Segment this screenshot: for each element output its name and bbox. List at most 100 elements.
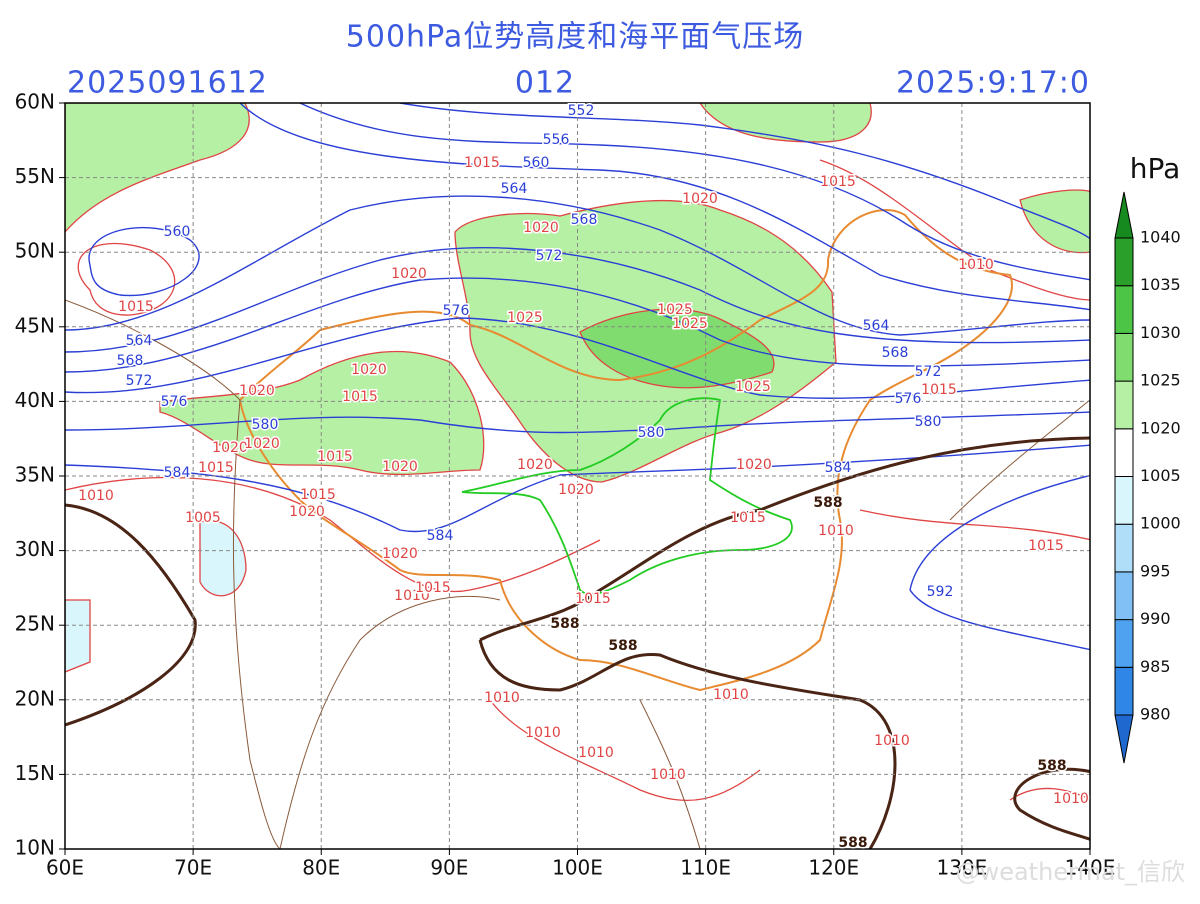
height-label: 564 [501,181,528,197]
pressure-label: 1010 [394,588,430,604]
pressure-label: 1015 [1028,538,1064,554]
pressure-label: 1025 [672,316,708,332]
x-tick-label: 130E [936,856,987,880]
colorbar-extend [1114,714,1134,764]
pressure-label: 1015 [198,460,234,476]
pressure-label: 1010 [525,725,561,741]
y-tick-label: 60N [15,90,55,114]
colorbar-extend [1114,191,1134,239]
pressure-label: 1015 [300,487,336,503]
pressure-label: 1020 [391,266,427,282]
colorbar-label: 1035 [1140,275,1181,294]
ridge-label: 588 [550,616,579,632]
y-tick-label: 20N [15,686,55,710]
ridge-588 [65,436,1090,849]
pressure-label: 1015 [317,449,353,465]
low-area [65,599,91,673]
pressure-label: 1020 [736,457,772,473]
pressure-label: 1025 [507,310,543,326]
borders [65,209,1090,849]
y-tick-label: 25N [15,612,55,636]
height-contour [88,227,200,297]
pressure-label: 1010 [958,257,994,273]
y-tick-label: 45N [15,313,55,337]
isobar [859,509,1090,541]
isobar [489,699,761,802]
pressure-label: 1010 [78,488,114,504]
pressure-label: 1010 [650,767,686,783]
height-contour [239,103,1090,311]
x-tick-label: 120E [808,856,859,880]
ridge-contour [1013,767,1090,841]
isobar [77,242,176,316]
colorbar-label: 990 [1140,609,1171,628]
colorbar-label: 1000 [1140,514,1181,533]
pressure-label: 1020 [239,383,275,399]
height-label: 572 [915,364,942,380]
colorbar-segment [1114,571,1134,621]
china-border [238,209,1013,692]
map-layers [65,103,1090,849]
ridge-contour [65,503,197,727]
colorbar-segment [1114,332,1134,382]
height-label: 572 [536,248,563,264]
y-tick-label: 10N [15,836,55,860]
height-contour [299,103,1090,281]
ridge-contour [479,436,1090,642]
pressure-label: 1015 [342,389,378,405]
height-label: 556 [543,132,570,148]
isobar [1009,787,1090,801]
height-contour [65,277,1090,373]
height-label: 568 [882,345,909,361]
pressure-label: 1020 [351,362,387,378]
colorbar-segment [1114,237,1134,287]
pressure-label: 1015 [118,299,154,315]
colorbar-label: 1025 [1140,371,1181,390]
colorbar-label: 1005 [1140,466,1181,485]
x-tick-label: 90E [430,856,468,880]
contour-labels: 552 556 560 564 568 572 576 560 564 568 572 576 580 5… [77,102,1091,853]
pressure-label: 1020 [382,459,418,475]
height-contour [909,474,1090,651]
pressure-label: 1015 [415,580,451,596]
pressure-label: 1020 [517,457,553,473]
height-label: 572 [126,373,153,389]
isobar [65,476,601,593]
x-tick-label: 140E [1065,856,1116,880]
height-contour [65,411,1090,434]
high-area [65,103,250,233]
x-tick-label: 70E [174,856,212,880]
y-tick-label: 55N [15,164,55,188]
colorbar-segment [1114,285,1134,334]
height-label: 584 [825,460,852,476]
height-label: 568 [117,353,144,369]
height-label: 564 [126,333,153,349]
init-time: 2025091612 [67,66,268,101]
height-label: 576 [443,303,470,319]
colorbar-label: 1040 [1140,228,1181,247]
colorbar: hPa 980 985 990 995 1000 1005 1020 1025 1030 1035… [1114,152,1181,764]
forecast-hour: 012 [515,66,575,101]
height-contour [65,247,1090,353]
height-label: 580 [638,425,665,441]
height-label: 552 [568,103,595,119]
isobar [819,159,1090,301]
ridge-label: 588 [813,495,842,511]
y-tick-label: 50N [15,239,55,263]
height-label: 576 [161,394,188,410]
y-tick-label: 15N [15,761,55,785]
height-contours [65,103,1090,651]
pressure-label: 1010 [713,687,749,703]
y-tick-label: 35N [15,463,55,487]
pressure-label: 1010 [484,690,520,706]
pressure-label: 1015 [921,382,957,398]
low-area [199,520,247,597]
height-label: 564 [863,318,890,334]
pressure-label: 1020 [289,504,325,520]
colorbar-segment [1114,619,1134,668]
pressure-label: 1020 [682,191,718,207]
colorbar-label: 995 [1140,561,1171,580]
height-contour [65,444,1090,533]
colorbar-label: 985 [1140,657,1171,676]
height-label: 576 [895,391,922,407]
